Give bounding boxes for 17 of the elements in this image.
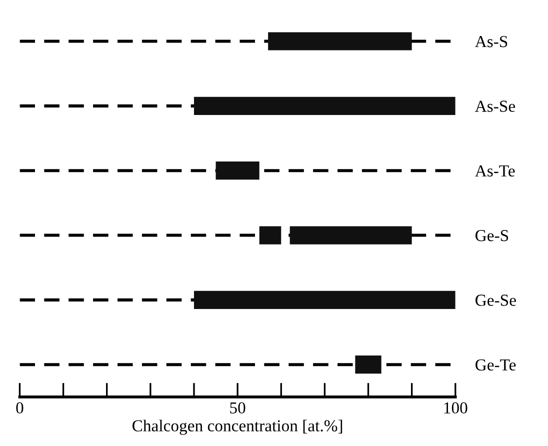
bar	[290, 226, 412, 244]
y-tick-label: Ge-S	[476, 230, 508, 242]
bar	[194, 96, 456, 115]
y-tick-label: Ge-Se	[476, 294, 516, 306]
x-tick-label: 100	[444, 402, 468, 414]
x-axis-title: Chalcogen concentration [at.%]	[132, 420, 342, 435]
x-tick-label: 50	[230, 402, 246, 414]
y-tick-label: As-S	[474, 36, 508, 48]
bar	[268, 32, 412, 50]
y-tick-label: Ge-Te	[476, 359, 516, 371]
bar	[259, 226, 282, 244]
bar	[194, 290, 456, 309]
bar	[216, 162, 260, 180]
bar	[355, 356, 382, 374]
y-tick-label: As-Te	[474, 165, 515, 177]
y-tick-label: As-Se	[474, 100, 515, 112]
x-tick-label: 0	[16, 402, 24, 414]
